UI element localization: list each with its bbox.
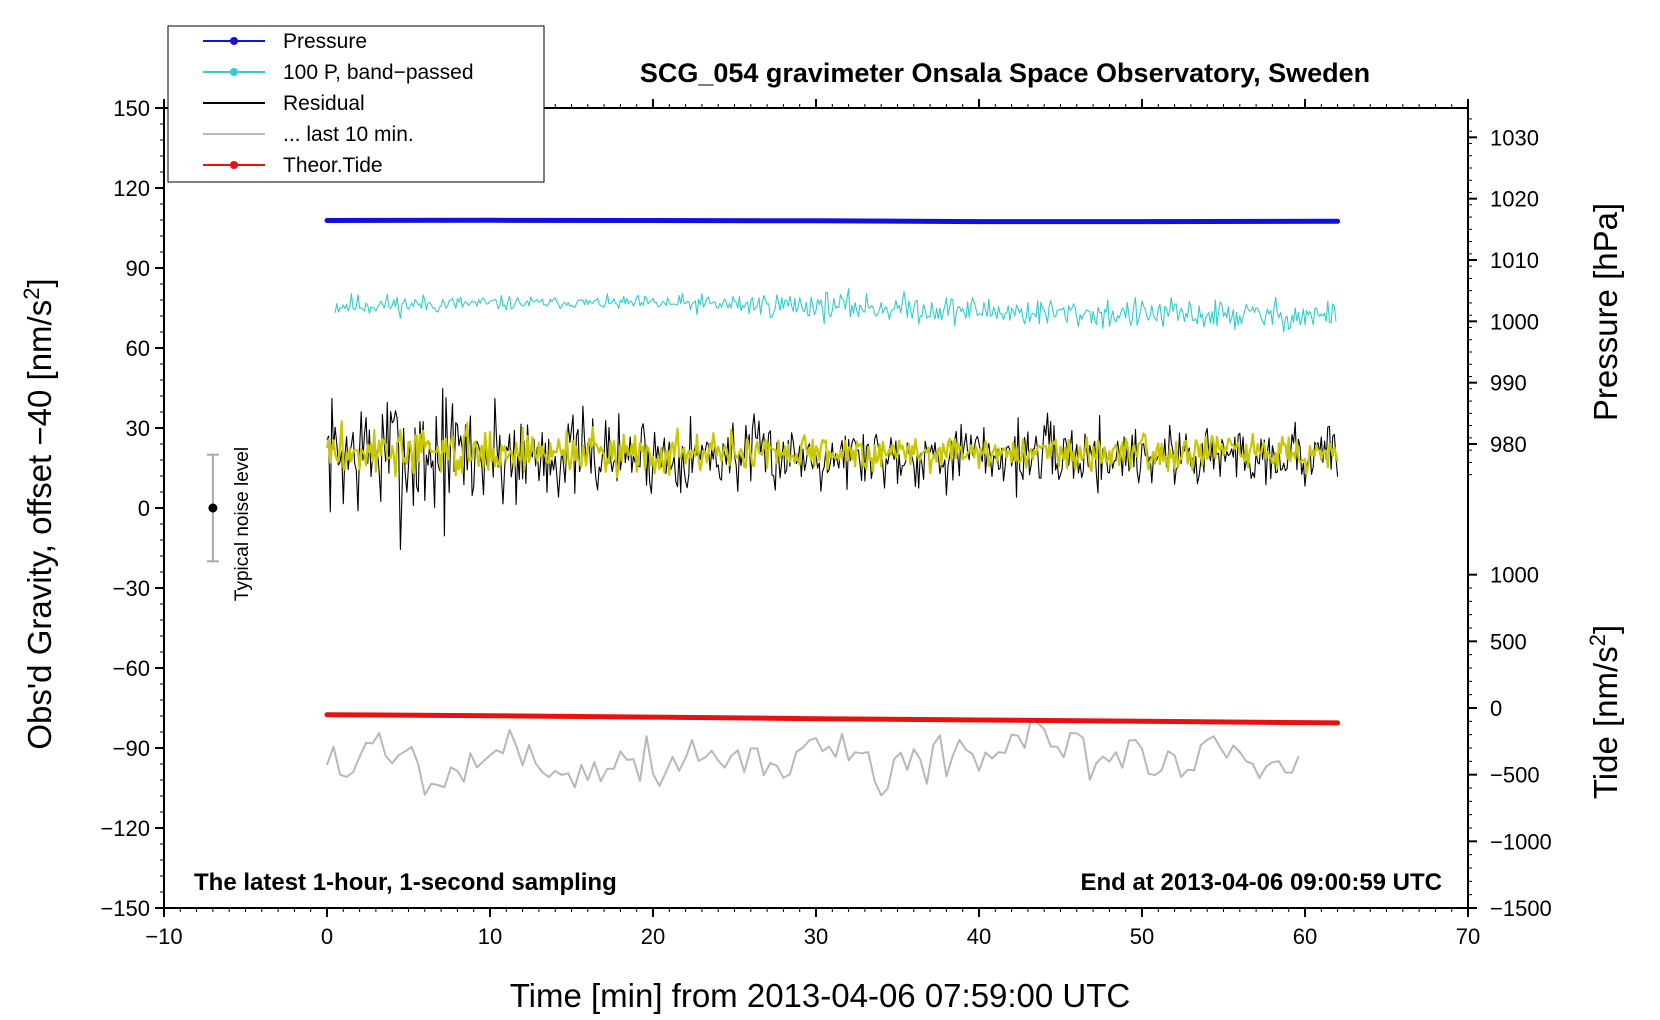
legend-label: Theor.Tide xyxy=(283,154,383,177)
y-tick-label: −150 xyxy=(100,896,150,921)
x-tick-labels: −10 0 10 20 30 40 50 60 70 xyxy=(145,924,1480,949)
pressure-tick-label: 1000 xyxy=(1490,309,1539,334)
x-tick-label: −10 xyxy=(145,924,182,949)
legend-label: 100 P, band−passed xyxy=(283,61,474,84)
legend-label: Pressure xyxy=(283,30,367,53)
legend-marker xyxy=(230,161,238,169)
y-tick-label: 150 xyxy=(113,96,150,121)
y-tick-label: 90 xyxy=(126,256,150,281)
residual-line xyxy=(326,387,1339,550)
x-tick-label: 20 xyxy=(641,924,665,949)
x-tick-label: 50 xyxy=(1130,924,1154,949)
y-tick-label: 0 xyxy=(138,496,150,521)
y-axis-label: Obs'd Gravity, offset −40 [nm/s2] xyxy=(19,278,58,749)
pressure-tick-label: 990 xyxy=(1490,371,1527,396)
legend-marker xyxy=(230,68,238,76)
noise-level-label: Typical noise level xyxy=(232,447,253,601)
pressure-axis-label: Pressure [hPa] xyxy=(1587,203,1624,421)
y-axis-label-close: ] xyxy=(21,278,58,287)
tide-axis-label-sup: 2 xyxy=(1585,634,1610,646)
y-axis-label-main: Obs'd Gravity, offset −40 [nm/s xyxy=(21,300,58,750)
x-tick-label: 70 xyxy=(1456,924,1480,949)
legend-label: Residual xyxy=(283,92,365,115)
y-tick-label: −60 xyxy=(113,656,150,681)
theoretical-tide-line xyxy=(324,712,1341,726)
y-tick-label: −30 xyxy=(113,576,150,601)
tide-axis-label: Tide [nm/s2] xyxy=(1585,625,1624,799)
x-axis-label: Time [min] from 2013-04-06 07:59:00 UTC xyxy=(510,977,1131,1014)
y-tick-labels: 150 120 90 60 30 0 −30 −60 −90 −120 −150 xyxy=(100,96,150,921)
x-tick-label: 60 xyxy=(1293,924,1317,949)
tide-tick-label: 0 xyxy=(1490,696,1502,721)
tide-tick-label: −500 xyxy=(1490,763,1540,788)
bandpassed-pressure-line xyxy=(334,288,1337,333)
last-10-min-line xyxy=(326,717,1300,797)
tide-axis-label-close: ] xyxy=(1587,625,1624,634)
noise-bar-center-dot xyxy=(208,503,218,513)
y-tick-label: −90 xyxy=(113,736,150,761)
y-tick-label: 120 xyxy=(113,176,150,201)
noise-level-bar xyxy=(206,453,219,563)
tide-tick-label: 1000 xyxy=(1490,563,1539,588)
y-axis-label-sup: 2 xyxy=(19,288,44,300)
pressure-tick-label: 1030 xyxy=(1490,125,1539,150)
tide-tick-label: 500 xyxy=(1490,629,1527,654)
x-tick-label: 10 xyxy=(478,924,502,949)
pressure-line xyxy=(324,217,1341,225)
pressure-tick-label: 1010 xyxy=(1490,248,1539,273)
legend: Pressure 100 P, band−passed Residual ... la… xyxy=(167,25,545,183)
pressure-tick-label: 980 xyxy=(1490,432,1527,457)
data-series xyxy=(324,217,1341,797)
axis-ticks xyxy=(155,99,1477,917)
pressure-tick-labels: 1030 1020 1010 1000 990 980 xyxy=(1490,125,1539,457)
plot-frame xyxy=(163,107,1469,909)
tide-tick-label: −1000 xyxy=(1490,829,1552,854)
legend-marker xyxy=(230,37,238,45)
y-tick-label: −120 xyxy=(100,816,150,841)
tide-tick-labels: 1000 500 0 −500 −1000 −1500 xyxy=(1490,563,1552,921)
pressure-tick-label: 1020 xyxy=(1490,187,1539,212)
annotation-end-time: End at 2013-04-06 09:00:59 UTC xyxy=(1081,869,1443,896)
annotation-latest-hour: The latest 1-hour, 1-second sampling xyxy=(194,869,617,896)
tide-axis-label-main: Tide [nm/s xyxy=(1587,646,1624,799)
y-tick-label: 30 xyxy=(126,416,150,441)
chart-title: SCG_054 gravimeter Onsala Space Observat… xyxy=(640,58,1370,88)
y-tick-label: 60 xyxy=(126,336,150,361)
legend-label: ... last 10 min. xyxy=(283,123,414,146)
x-tick-label: 40 xyxy=(967,924,991,949)
x-tick-label: 0 xyxy=(321,924,333,949)
x-tick-label: 30 xyxy=(804,924,828,949)
residual-smoothed-line xyxy=(325,420,1339,479)
tide-tick-label: −1500 xyxy=(1490,896,1552,921)
